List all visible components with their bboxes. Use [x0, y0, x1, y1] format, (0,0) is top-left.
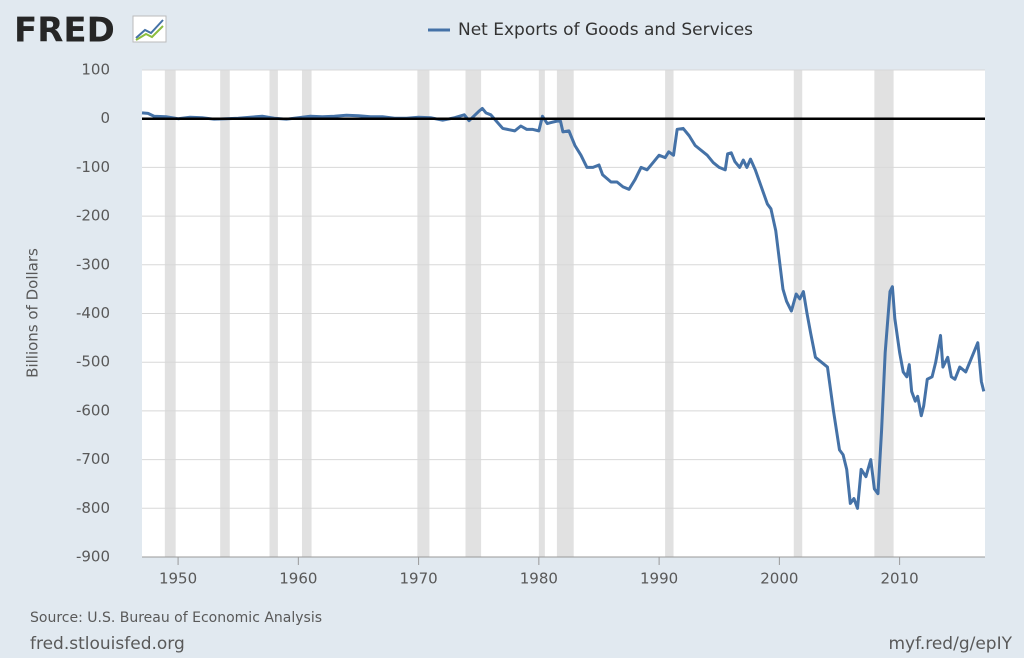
- y-tick-label: -800: [76, 499, 110, 517]
- logo: FRED: [14, 11, 115, 51]
- x-tick-label: 2010: [881, 570, 919, 588]
- y-tick-label: -500: [76, 353, 110, 371]
- y-tick-label: -700: [76, 450, 110, 468]
- source: Source: U.S. Bureau of Economic Analysis: [30, 610, 322, 626]
- y-axis-label: Billions of Dollars: [24, 248, 42, 378]
- x-tick-label: 1980: [520, 570, 558, 588]
- logo-icon: [132, 15, 167, 43]
- y-tick-label: 0: [100, 109, 110, 127]
- y-tick-label: -200: [76, 207, 110, 225]
- y-tick-label: 100: [81, 61, 110, 79]
- y-tick-label: -900: [76, 548, 110, 566]
- short-link: myf.red/g/epIY: [888, 634, 1012, 654]
- site: fred.stlouisfed.org: [30, 634, 185, 654]
- x-tick-label: 1990: [640, 570, 678, 588]
- x-tick-label: 2000: [760, 570, 798, 588]
- y-tick-label: -400: [76, 304, 110, 322]
- y-tick-label: -300: [76, 255, 110, 273]
- x-tick-label: 1960: [279, 570, 317, 588]
- x-tick-label: 1950: [159, 570, 197, 588]
- legend-label: Net Exports of Goods and Services: [458, 20, 753, 40]
- y-tick-label: -600: [76, 401, 110, 419]
- y-tick-label: -100: [76, 158, 110, 176]
- x-tick-label: 1970: [399, 570, 437, 588]
